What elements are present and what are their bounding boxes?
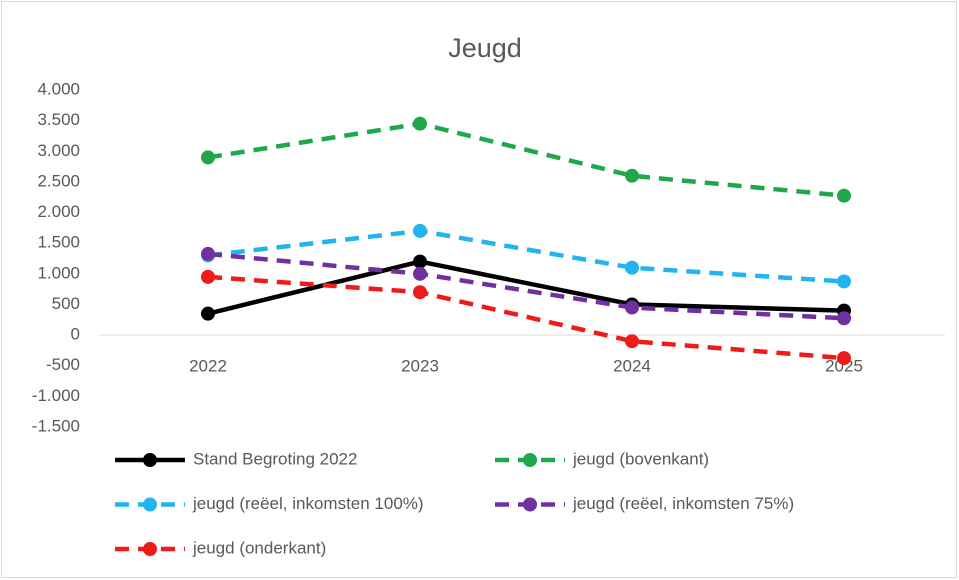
x-tick-label: 2025	[825, 357, 863, 376]
legend-label: jeugd (reëel, inkomsten 100%)	[192, 494, 424, 513]
legend-label: jeugd (reëel, inkomsten 75%)	[572, 494, 794, 513]
x-tick-label: 2022	[189, 357, 227, 376]
data-point	[201, 269, 215, 284]
data-point	[625, 300, 639, 315]
data-point	[837, 188, 851, 203]
series-line	[207, 228, 845, 284]
legend-marker	[523, 497, 537, 512]
data-point	[413, 285, 427, 300]
data-point	[625, 334, 639, 349]
y-tick-label: -500	[46, 355, 80, 374]
legend-label: jeugd (bovenkant)	[572, 449, 709, 468]
series-line	[207, 274, 845, 361]
y-tick-label: 4.000	[37, 79, 80, 98]
y-tick-label: 0	[71, 325, 80, 344]
x-tick-label: 2023	[401, 357, 439, 376]
chart-title: Jeugd	[448, 33, 522, 63]
data-point	[413, 223, 427, 238]
y-tick-label: 2.500	[37, 171, 80, 190]
legend-label: Stand Begroting 2022	[193, 449, 357, 468]
series-line	[207, 251, 845, 321]
data-point	[201, 246, 215, 261]
legend-marker	[143, 497, 157, 512]
data-point	[413, 116, 427, 131]
data-point	[837, 311, 851, 326]
series-line	[207, 259, 845, 316]
y-tick-label: 3.000	[37, 141, 80, 160]
legend-marker	[143, 453, 157, 467]
legend-label: jeugd (onderkant)	[192, 538, 326, 557]
y-tick-label: 2.000	[37, 202, 80, 221]
y-tick-label: 1.000	[37, 263, 80, 282]
data-point	[837, 351, 851, 366]
y-tick-label: -1.000	[32, 386, 80, 405]
x-tick-label: 2024	[613, 357, 651, 376]
data-point	[625, 168, 639, 183]
data-point	[413, 266, 427, 281]
legend-marker	[523, 453, 537, 467]
y-tick-label: 3.500	[37, 110, 80, 129]
legend-marker	[143, 542, 157, 556]
series-line	[207, 121, 845, 198]
data-point	[625, 260, 639, 275]
y-tick-label: 1.500	[37, 233, 80, 252]
y-tick-label: 500	[52, 294, 80, 313]
y-tick-label: -1.500	[32, 416, 80, 435]
data-point	[201, 306, 215, 321]
data-point	[413, 254, 427, 269]
data-point	[201, 150, 215, 165]
data-point	[837, 274, 851, 289]
